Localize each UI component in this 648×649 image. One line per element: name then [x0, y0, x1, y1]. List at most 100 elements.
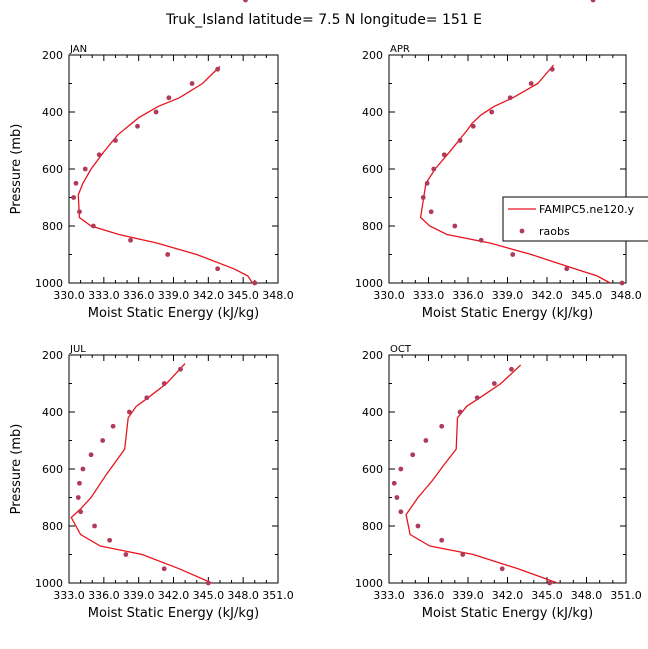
panel-label: JUL — [69, 344, 86, 355]
obs-point — [509, 366, 514, 372]
obs-point — [161, 381, 167, 386]
x-axis-label: Moist Static Energy (kJ/kg) — [88, 306, 259, 321]
obs-point — [73, 180, 79, 186]
x-tick-label: 342.0 — [158, 589, 190, 602]
y-tick-label: 1000 — [35, 577, 63, 590]
obs-point — [96, 152, 102, 158]
y-tick-label: 1000 — [355, 277, 383, 290]
obs-point — [92, 523, 97, 529]
obs-point — [82, 166, 88, 172]
x-tick-label: 339.0 — [158, 289, 190, 302]
y-tick-label: 600 — [362, 463, 383, 476]
obs-point — [126, 409, 132, 415]
obs-point — [80, 466, 86, 472]
x-tick-label: 345.0 — [227, 289, 259, 302]
x-tick-label: 330.0 — [53, 289, 85, 302]
obs-point — [564, 266, 570, 272]
plot-frame — [388, 354, 627, 584]
y-tick-label: 200 — [42, 49, 63, 62]
obs-point — [394, 495, 400, 500]
obs-point — [144, 395, 150, 401]
x-tick-label: 342.0 — [531, 289, 563, 302]
obs-point — [78, 509, 84, 515]
x-tick-label: 342.0 — [193, 289, 225, 302]
panel-oct: OCT 333.0 336.0 339.0 342.0 345.0 348.0 351.0 20… — [355, 0, 642, 621]
y-tick-label: 600 — [42, 463, 63, 476]
legend: FAMIPC5.ne120.y raobs — [502, 196, 648, 242]
y-tick-label: 800 — [362, 520, 383, 533]
x-axis-label: Moist Static Energy (kJ/kg) — [422, 606, 593, 621]
obs-point — [424, 180, 430, 186]
model-line — [77, 65, 254, 284]
plot-frame — [68, 54, 279, 284]
panel-label: APR — [390, 44, 410, 55]
x-tick-label: 339.0 — [492, 289, 524, 302]
y-tick-label: 400 — [42, 106, 63, 119]
x-axis-label: Moist Static Energy (kJ/kg) — [422, 306, 593, 321]
model-line — [419, 64, 611, 284]
x-tick-label: 333.0 — [53, 589, 85, 602]
legend-box — [502, 196, 648, 242]
obs-point — [410, 452, 416, 458]
x-tick-label: 339.0 — [452, 589, 484, 602]
obs-point — [243, 0, 248, 3]
x-tick-label: 333.0 — [413, 289, 445, 302]
x-tick-label: 348.0 — [610, 289, 642, 302]
y-tick-label: 400 — [362, 106, 383, 119]
obs-point — [135, 123, 140, 129]
obs-point — [153, 109, 159, 115]
x-tick-label: 351.0 — [262, 589, 294, 602]
x-tick-label: 348.0 — [571, 589, 603, 602]
obs-point — [88, 452, 94, 458]
y-tick-label: 400 — [362, 406, 383, 419]
obs-point — [215, 266, 221, 272]
y-tick-label: 400 — [42, 406, 63, 419]
x-tick-label: 333.0 — [88, 289, 120, 302]
obs-point — [71, 195, 77, 200]
obs-point — [457, 138, 463, 143]
x-tick-label: 345.0 — [571, 289, 603, 302]
panel-label: JAN — [69, 44, 87, 55]
obs-point — [77, 480, 82, 486]
obs-point — [166, 95, 172, 101]
obs-point — [398, 509, 404, 515]
x-tick-label: 333.0 — [373, 589, 405, 602]
obs-point — [123, 552, 129, 557]
x-axis-label: Moist Static Energy (kJ/kg) — [88, 606, 259, 621]
obs-point — [423, 438, 429, 443]
obs-point — [189, 81, 195, 86]
obs-point — [474, 395, 480, 401]
x-tick-label: 342.0 — [492, 589, 524, 602]
obs-point — [75, 495, 81, 500]
x-tick-label: 336.0 — [88, 589, 120, 602]
obs-point — [439, 423, 445, 429]
obs-point — [391, 480, 397, 486]
plot-frame — [388, 54, 627, 284]
x-tick-label: 336.0 — [452, 289, 484, 302]
x-tick-label: 351.0 — [610, 589, 642, 602]
y-axis-label: Pressure (mb) — [9, 424, 24, 515]
obs-point — [205, 580, 211, 586]
obs-point — [547, 580, 553, 586]
obs-point — [619, 280, 625, 286]
x-tick-label: 336.0 — [413, 589, 445, 602]
obs-point — [499, 566, 505, 572]
y-tick-label: 200 — [362, 49, 383, 62]
x-tick-label: 348.0 — [227, 589, 259, 602]
obs-point — [478, 237, 484, 243]
x-tick-label: 339.0 — [123, 589, 155, 602]
obs-point — [415, 523, 421, 529]
x-tick-label: 336.0 — [123, 289, 155, 302]
obs-point — [528, 81, 534, 86]
obs-point — [90, 223, 96, 229]
y-axis-label: Pressure (mb) — [9, 124, 24, 215]
obs-point — [128, 237, 133, 243]
y-tick-label: 200 — [362, 349, 383, 362]
obs-point — [460, 552, 466, 557]
obs-point — [590, 0, 596, 3]
y-tick-label: 800 — [42, 520, 63, 533]
obs-point — [507, 95, 513, 101]
obs-point — [489, 109, 495, 115]
